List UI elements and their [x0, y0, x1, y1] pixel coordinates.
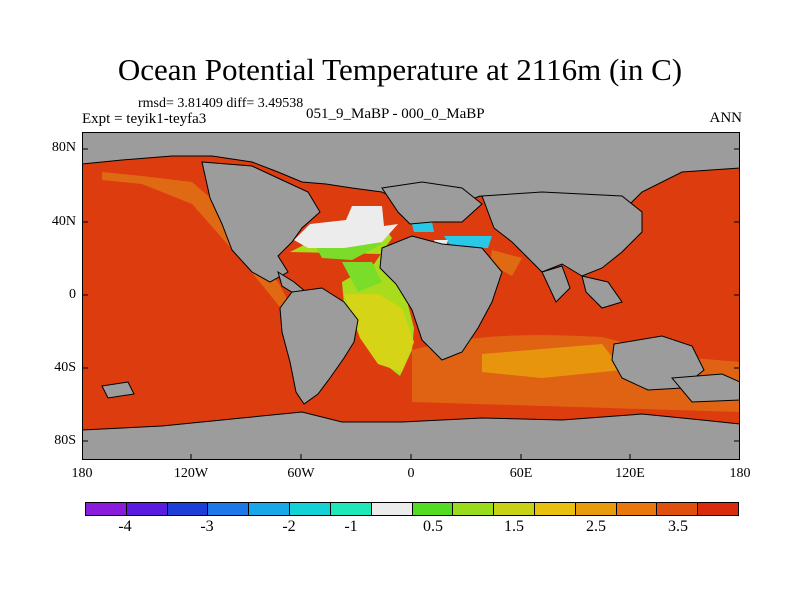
colorbar-swatch — [208, 503, 250, 515]
colorbar-swatch — [453, 503, 495, 515]
x-tick-label: 60W — [287, 466, 315, 481]
map-ticks — [82, 148, 740, 460]
pacific-island-east — [670, 373, 740, 403]
pacific-boundary-orange — [102, 172, 292, 312]
x-tick-label: 120E — [615, 466, 645, 481]
europe — [381, 181, 483, 225]
north-atlantic-white-region — [294, 206, 398, 248]
x-tick-label: 60E — [509, 466, 533, 481]
y-tick-label: 40S — [54, 360, 76, 375]
colorbar-swatch — [330, 503, 372, 515]
colorbar-swatch — [371, 503, 413, 515]
colorbar-label: 1.5 — [504, 518, 524, 535]
land-masses — [82, 132, 740, 460]
experiment-label: Expt = teyik1-teyfa3 — [82, 111, 207, 127]
y-tick-label: 0 — [69, 287, 76, 302]
india — [541, 265, 571, 303]
y-tick-label: 40N — [51, 214, 76, 229]
colorbar-label: -4 — [118, 518, 132, 535]
colorbar-label: -1 — [344, 518, 358, 535]
colorbar-label: 3.5 — [668, 518, 688, 535]
colorbar-swatch — [698, 503, 738, 515]
colorbar — [85, 502, 739, 516]
colorbar-swatch — [86, 503, 127, 515]
colorbar-swatch — [616, 503, 658, 515]
subtitle-label: 051_9_MaBP - 000_0_MaBP — [306, 106, 485, 122]
colorbar-swatch — [290, 503, 331, 515]
pacific-island-west — [101, 381, 135, 399]
colorbar-label: -3 — [200, 518, 214, 535]
atlantic-yellow-region — [344, 294, 414, 372]
colorbar-swatch — [126, 503, 168, 515]
y-tick-label: 80N — [51, 140, 76, 155]
colorbar-swatch — [534, 503, 576, 515]
colorbar-swatch — [249, 503, 291, 515]
mediterranean-cyan-west — [412, 222, 434, 232]
colorbar-swatch — [657, 503, 699, 515]
red-sea-orange — [490, 250, 522, 276]
africa — [379, 235, 503, 361]
colorbar-swatch — [494, 503, 535, 515]
stats-label: rmsd= 3.81409 diff= 3.49538 — [138, 96, 304, 111]
southeast-asia — [581, 275, 623, 309]
south-america — [279, 287, 359, 405]
asia — [481, 191, 643, 277]
x-tick-label: 180 — [729, 466, 751, 481]
colorbar-swatch — [575, 503, 617, 515]
temperature-map — [82, 132, 740, 460]
antarctica — [82, 411, 740, 460]
colorbar-label: 2.5 — [586, 518, 606, 535]
x-tick-label: 120W — [173, 466, 209, 481]
north-america — [201, 161, 321, 283]
southern-orange-patch — [482, 344, 622, 378]
colorbar-swatch — [412, 503, 454, 515]
x-tick-label: 180 — [71, 466, 93, 481]
season-label: ANN — [709, 110, 743, 126]
x-tick-label: 0 — [407, 466, 415, 481]
colorbar-swatch — [167, 503, 209, 515]
atlantic-green-patch — [342, 262, 382, 292]
colorbar-label: 0.5 — [423, 518, 443, 535]
plot-title: Ocean Potential Temperature at 2116m (in… — [117, 52, 683, 87]
y-tick-label: 80S — [54, 433, 76, 448]
colorbar-label: -2 — [282, 518, 296, 535]
